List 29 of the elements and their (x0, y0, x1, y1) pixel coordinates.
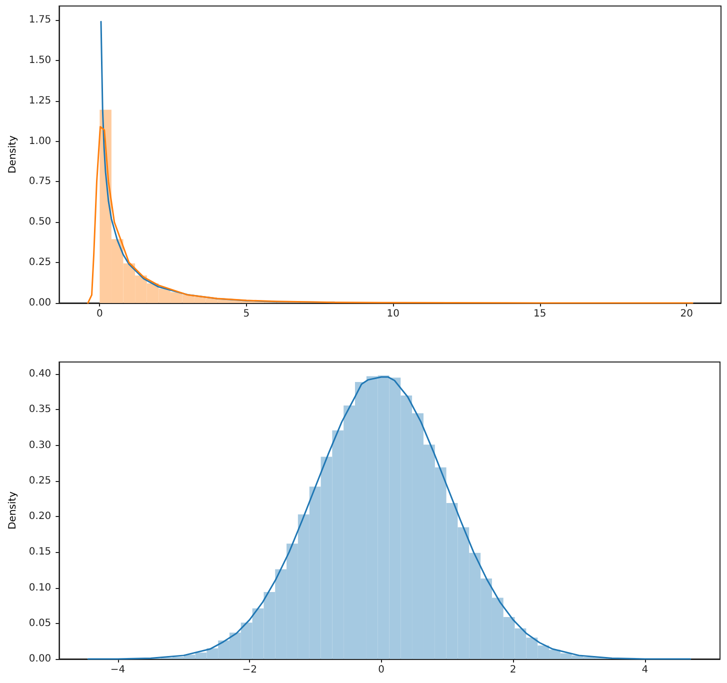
y-tick-label: 0.20 (28, 511, 52, 522)
y-tick-label: 1.50 (28, 54, 52, 66)
x-tick-label: 10 (386, 308, 400, 320)
x-tick-label: 2 (510, 664, 516, 676)
y-tick-label: 0.30 (28, 440, 52, 451)
y-tick-label: 0.35 (28, 404, 52, 416)
y-tick-label: 0.50 (28, 216, 52, 228)
y-tick-label: 1.00 (28, 136, 52, 147)
y-tick-label: 0.10 (28, 582, 52, 594)
x-tick-label: 15 (534, 308, 546, 320)
y-tick-label: 0.75 (28, 176, 52, 188)
y-tick-label: 1.75 (28, 14, 52, 26)
y-tick-label: 0.25 (28, 475, 52, 486)
x-tick-label: −4 (110, 664, 126, 676)
x-tick-label: 5 (243, 308, 250, 320)
y-tick-label: 0.05 (28, 618, 52, 629)
y-tick-label: 0.40 (28, 368, 52, 380)
x-tick-label: 0 (378, 664, 385, 676)
y-axis-title: Density (8, 491, 18, 530)
y-tick-label: 0.15 (28, 546, 52, 558)
y-tick-label: 0.00 (28, 298, 52, 308)
x-tick-label: −2 (242, 664, 257, 676)
y-tick-label: 0.00 (28, 654, 52, 664)
y-tick-label: 1.25 (28, 95, 52, 106)
y-axis-title: Density (8, 135, 18, 174)
x-tick-label: 0 (96, 308, 103, 320)
x-tick-label: 20 (680, 308, 694, 320)
x-tick-label: 4 (642, 664, 648, 676)
y-tick-label: 0.25 (28, 257, 52, 268)
